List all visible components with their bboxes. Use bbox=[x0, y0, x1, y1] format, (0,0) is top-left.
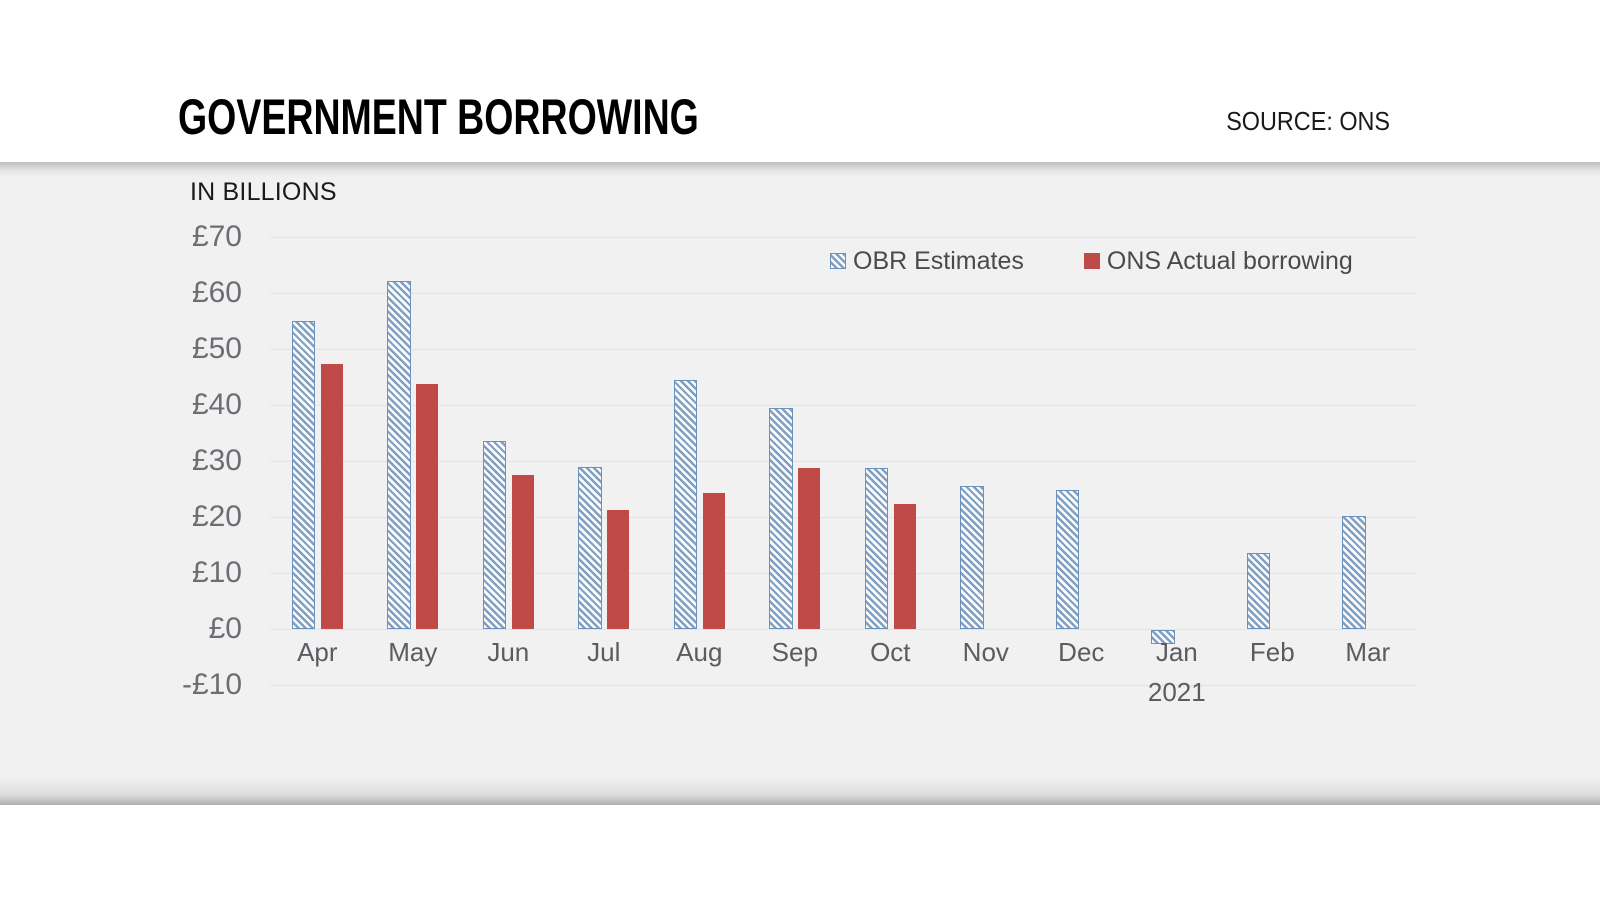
legend-item-ons-actual: ONS Actual borrowing bbox=[1083, 246, 1353, 276]
legend-item-obr-estimates: OBR Estimates bbox=[830, 247, 1024, 276]
header: GOVERNMENT BORROWING SOURCE: ONS bbox=[0, 0, 1600, 162]
legend-label-ons-actual: ONS Actual borrowing bbox=[1106, 246, 1353, 275]
ons-actual-solid-swatch-icon bbox=[1083, 253, 1100, 269]
legend-label-obr-estimates: OBR Estimates bbox=[853, 246, 1024, 275]
chart-panel: IN BILLIONS OBR Estimates ONS Actual bor… bbox=[0, 162, 1600, 805]
page-title: GOVERNMENT BORROWING bbox=[178, 89, 699, 145]
obr-estimates-hatch-swatch-icon bbox=[830, 253, 846, 269]
chart-unit-label: IN BILLIONS bbox=[190, 178, 337, 206]
legend: OBR Estimates ONS Actual borrowing bbox=[830, 246, 1353, 276]
source-label: SOURCE: ONS bbox=[1226, 106, 1390, 136]
